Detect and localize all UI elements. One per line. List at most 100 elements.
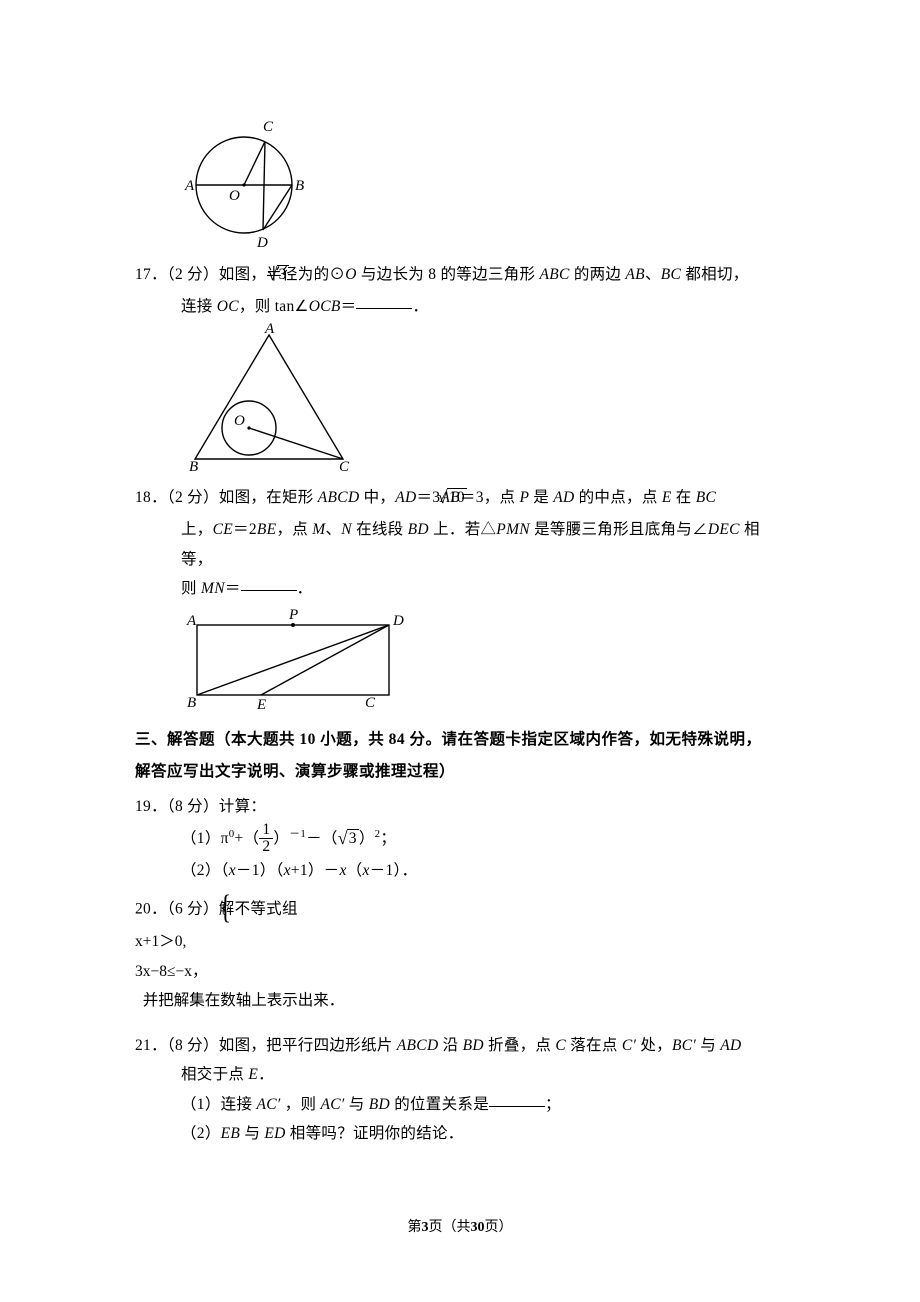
- q18-M: M: [312, 521, 325, 538]
- q18-l1h: 在: [676, 489, 696, 506]
- q18-l2e: 在线段: [356, 521, 408, 538]
- q21-sub2: （2）EB 与 ED 相等吗？证明你的结论．: [135, 1119, 790, 1148]
- q21-BCp: BC′: [672, 1037, 700, 1054]
- q21-AD: AD: [720, 1037, 741, 1054]
- question-20: 20．（6 分）解不等式组{x+1＞0,3x−8≤−x， 并把解集在数轴上表示出…: [135, 893, 790, 1015]
- q17-OCB: OCB: [309, 298, 341, 315]
- fig18-label-A: A: [186, 613, 197, 629]
- q18-end: ．: [297, 580, 313, 597]
- q18-l1f: 是: [533, 489, 553, 506]
- fig16-label-A: A: [184, 178, 195, 194]
- fig16-label-O: O: [229, 188, 240, 204]
- figure-q17: A B C O: [135, 323, 790, 473]
- fig16-svg: A B C D O: [179, 112, 309, 252]
- q18-P: P: [520, 489, 534, 506]
- q21-l1e: 处，: [640, 1037, 672, 1054]
- q18-CE: CE: [213, 521, 233, 538]
- q17-t4: 的两边: [574, 266, 626, 283]
- q18-AD: AD: [395, 489, 416, 506]
- q21-E: E: [248, 1066, 258, 1083]
- q21-l1a: （8 分）如图，把平行四边形纸片: [167, 1037, 397, 1054]
- q17-ABC: ABC: [539, 266, 573, 283]
- question-17: 17．（2 分）如图，半径为√3的⊙O 与边长为 8 的等边三角形 ABC 的两…: [135, 258, 790, 473]
- fig17-label-O: O: [234, 413, 245, 429]
- q17-t6: 都相切，: [685, 266, 748, 283]
- fig17-svg: A B C O: [179, 323, 359, 473]
- q17-blank: [356, 292, 412, 309]
- q18-l2f: 上．若△: [433, 521, 496, 538]
- q21-blank: [489, 1090, 545, 1107]
- q17-t1: （2 分）如图，半径为: [167, 266, 314, 283]
- q21-l2: 相交于点: [181, 1066, 248, 1083]
- q21-Cp: C′: [622, 1037, 641, 1054]
- q18-l2a: 上，: [181, 521, 213, 538]
- fig16-label-C: C: [263, 119, 274, 135]
- q17-t2: 的⊙: [314, 266, 346, 283]
- fig17-label-C: C: [339, 459, 350, 473]
- question-18: 18．（2 分）如图，在矩形 ABCD 中，AD＝3AB＝3√10，点 P 是 …: [135, 481, 790, 715]
- q19-head: （8 分）计算：: [167, 798, 266, 815]
- q17-AB: AB: [625, 266, 645, 283]
- q18-l3a: 则: [181, 580, 201, 597]
- q18-E: E: [662, 489, 676, 506]
- q20-head: （6 分）解不等式组: [167, 901, 298, 918]
- q18-number: 18．: [135, 489, 167, 506]
- fig18-svg: A D B C E P: [179, 605, 409, 715]
- q21-C: C: [555, 1037, 570, 1054]
- q18-l1g: 的中点，点: [579, 489, 662, 506]
- q17-O: O: [345, 266, 361, 283]
- question-21: 21．（8 分）如图，把平行四边形纸片 ABCD 沿 BD 折叠，点 C 落在点…: [135, 1031, 790, 1149]
- q17-l2a: 连接: [181, 298, 217, 315]
- q18-AD2: AD: [553, 489, 578, 506]
- q21-l2b: ．: [258, 1066, 274, 1083]
- q18-l2d: 、: [325, 521, 341, 538]
- q17-t3: 与边长为 8 的等边三角形: [361, 266, 540, 283]
- q21-ABCD: ABCD: [397, 1037, 443, 1054]
- fig18-label-C: C: [365, 695, 376, 711]
- fig18-label-B: B: [187, 695, 196, 711]
- q17-OC: OC: [217, 298, 239, 315]
- q18-BE: BE: [257, 521, 277, 538]
- question-19: 19．（8 分）计算： （1）π0+（12）－1－（√3）2； （2）（x－1）…: [135, 792, 790, 885]
- q18-l2c: ，点: [276, 521, 312, 538]
- q19-number: 19．: [135, 798, 167, 815]
- q18-l1b: 中，: [364, 489, 396, 506]
- q21-sub1: （1）连接 AC′ ，则 AC′ 与 BD 的位置关系是；: [135, 1090, 790, 1119]
- page-footer: 第3页（共30页）: [0, 1215, 920, 1242]
- section-3-header-l1: 三、解答题（本大题共 10 小题，共 84 分。请在答题卡指定区域内作答，如无特…: [135, 725, 790, 754]
- q18-BD: BD: [408, 521, 433, 538]
- q17-end: ．: [412, 298, 428, 315]
- q18-l1e: ，点: [484, 489, 520, 506]
- q18-BC: BC: [696, 489, 716, 506]
- figure-q18: A D B C E P: [135, 605, 790, 715]
- q19-sub2: （2）（x－1）（x+1）－x（x－1）．: [135, 856, 790, 885]
- q20-tail: 并把解集在数轴上表示出来．: [143, 992, 345, 1009]
- q21-l1c: 折叠，点: [488, 1037, 555, 1054]
- q17-BC: BC: [661, 266, 686, 283]
- q18-l3b: ＝: [225, 580, 241, 597]
- q21-l1f: 与: [700, 1037, 720, 1054]
- fig17-label-A: A: [264, 323, 275, 337]
- fig18-label-E: E: [256, 697, 266, 713]
- section-3-header-l2: 解答应写出文字说明、演算步骤或推理过程）: [135, 757, 790, 786]
- q21-number: 21．: [135, 1037, 167, 1054]
- fig16-label-D: D: [256, 235, 268, 251]
- q18-MN: MN: [201, 580, 225, 597]
- q17-l2b: ，则 tan∠: [239, 298, 309, 315]
- q18-l2g: 是等腰三角形且底角与∠: [534, 521, 708, 538]
- q18-l1a: （2 分）如图，在矩形: [167, 489, 318, 506]
- q21-l1b: 沿: [443, 1037, 463, 1054]
- q21-l1d: 落在点: [570, 1037, 622, 1054]
- fig18-label-P: P: [288, 607, 298, 623]
- q17-l2c: ＝: [341, 298, 357, 315]
- q18-N: N: [341, 521, 356, 538]
- fig16-label-B: B: [295, 178, 304, 194]
- q18-l1c: ＝3: [416, 489, 440, 506]
- q18-DEC: DEC: [708, 521, 744, 538]
- fig17-label-B: B: [189, 459, 198, 473]
- q21-BD: BD: [463, 1037, 488, 1054]
- q18-PMN: PMN: [496, 521, 534, 538]
- q19-sub1: （1）π0+（12）－1－（√3）2；: [135, 822, 790, 856]
- q18-l2b: ＝2: [233, 521, 257, 538]
- figure-q16: A B C D O: [135, 112, 790, 252]
